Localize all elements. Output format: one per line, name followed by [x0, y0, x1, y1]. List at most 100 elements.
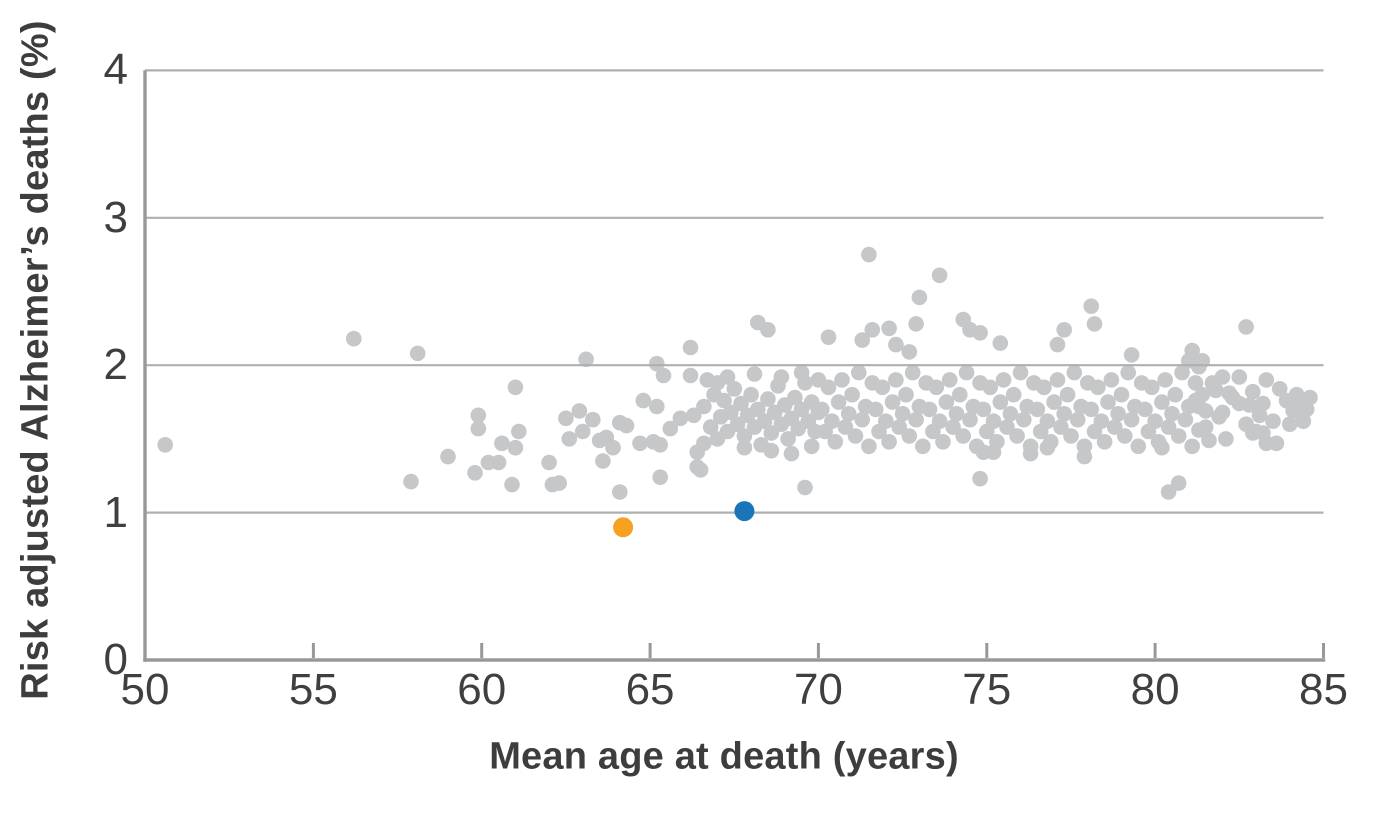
- gray-point-marker: [635, 392, 652, 409]
- gray-point-marker: [952, 386, 968, 403]
- gray-point-marker: [787, 389, 803, 406]
- gray-point-marker: [1036, 379, 1052, 396]
- gray-point-marker: [618, 417, 635, 434]
- gray-point-marker: [1086, 316, 1103, 332]
- gray-points-layer: [157, 246, 1318, 500]
- gray-point-marker: [1049, 372, 1066, 388]
- gray-point-marker: [1187, 375, 1204, 391]
- gray-point-marker: [763, 442, 780, 459]
- gray-point-marker: [1043, 434, 1059, 450]
- x-tick-label-65: 65: [625, 665, 675, 714]
- gray-point-marker: [696, 398, 712, 415]
- gray-point-marker: [1150, 434, 1167, 450]
- gray-point-marker: [992, 394, 1009, 410]
- gray-point-marker: [840, 406, 857, 422]
- gray-point-marker: [1258, 372, 1275, 388]
- gray-point-marker: [972, 470, 988, 487]
- gray-point-marker: [746, 366, 763, 382]
- gray-point-marker: [507, 379, 524, 396]
- gray-point-marker: [726, 381, 743, 397]
- gray-point-marker: [763, 425, 780, 441]
- gray-point-marker: [773, 369, 790, 385]
- x-tick-label-60: 60: [457, 665, 507, 714]
- gray-point-marker: [1016, 411, 1032, 428]
- gray-point-marker: [1184, 342, 1200, 359]
- gray-point-marker: [511, 423, 527, 440]
- gray-point-marker: [803, 438, 820, 455]
- gray-point-marker: [1231, 369, 1248, 385]
- gray-point-marker: [780, 431, 796, 447]
- gray-point-marker: [682, 367, 699, 384]
- x-tick-label-50: 50: [120, 665, 170, 714]
- gray-point-marker: [847, 428, 864, 444]
- gray-point-marker: [1157, 372, 1173, 388]
- gray-point-marker: [1197, 419, 1214, 435]
- gray-point-marker: [1090, 379, 1106, 396]
- gray-point-marker: [962, 411, 978, 428]
- gray-point-marker: [904, 364, 921, 381]
- y-tick-label-3: 3: [103, 192, 128, 242]
- x-tick-label-55: 55: [288, 665, 338, 714]
- gray-point-marker: [928, 379, 945, 396]
- gray-point-marker: [972, 325, 988, 341]
- gray-point-marker: [649, 398, 665, 415]
- gray-point-marker: [1302, 389, 1318, 406]
- gray-point-marker: [494, 435, 510, 452]
- x-tick-label-75: 75: [962, 665, 1012, 714]
- highlight-blue-marker: [734, 501, 755, 522]
- gray-point-marker: [672, 410, 689, 427]
- gray-point-marker: [470, 420, 487, 437]
- gray-point-marker: [490, 454, 507, 471]
- gray-point-marker: [814, 401, 830, 418]
- gray-point-marker: [1100, 394, 1116, 410]
- gray-point-marker: [851, 364, 867, 381]
- gray-point-marker: [561, 431, 578, 447]
- gray-point-marker: [864, 322, 881, 338]
- gray-point-marker: [682, 339, 699, 356]
- gray-point-marker: [662, 420, 679, 437]
- highlight-orange-marker: [613, 517, 634, 538]
- gray-point-marker: [1123, 347, 1140, 363]
- gray-point-marker: [733, 395, 749, 412]
- gray-point-marker: [878, 413, 894, 430]
- gray-point-marker: [941, 372, 958, 388]
- gray-point-marker: [1137, 401, 1153, 418]
- gray-point-marker: [1039, 413, 1056, 430]
- gray-point-marker: [824, 413, 840, 430]
- gray-point-marker: [1295, 413, 1312, 430]
- gray-point-marker: [1120, 364, 1136, 381]
- gray-point-marker: [968, 438, 985, 455]
- gray-point-marker: [1022, 438, 1039, 455]
- gray-point-marker: [989, 434, 1005, 450]
- gray-point-marker: [881, 320, 897, 337]
- gray-point-marker: [729, 416, 746, 433]
- gray-point-marker: [827, 434, 844, 450]
- gray-point-marker: [1174, 364, 1190, 381]
- gray-point-marker: [1005, 386, 1022, 403]
- gray-point-marker: [652, 437, 668, 453]
- gray-point-marker: [504, 476, 520, 493]
- x-tick-label-85: 85: [1299, 665, 1348, 714]
- gray-point-marker: [985, 413, 1002, 430]
- gray-point-marker: [834, 372, 850, 388]
- gray-point-marker: [861, 246, 877, 263]
- gray-point-marker: [736, 439, 753, 456]
- gray-point-marker: [1106, 419, 1123, 435]
- gray-point-marker: [750, 401, 766, 418]
- gray-point-marker: [861, 438, 877, 455]
- gray-point-marker: [1298, 401, 1315, 418]
- gray-point-marker: [1002, 406, 1019, 422]
- gray-point-marker: [760, 322, 776, 338]
- y-tick-label-0: 0: [103, 635, 128, 684]
- gray-point-marker: [874, 379, 891, 396]
- gray-point-marker: [409, 345, 426, 362]
- gray-point-marker: [820, 329, 837, 346]
- x-axis-title: Mean age at death (years): [489, 735, 959, 778]
- gray-point-marker: [692, 462, 709, 478]
- gray-point-marker: [921, 401, 938, 418]
- gray-point-marker: [854, 411, 870, 428]
- gray-point-marker: [931, 413, 948, 430]
- gray-point-marker: [1194, 386, 1211, 403]
